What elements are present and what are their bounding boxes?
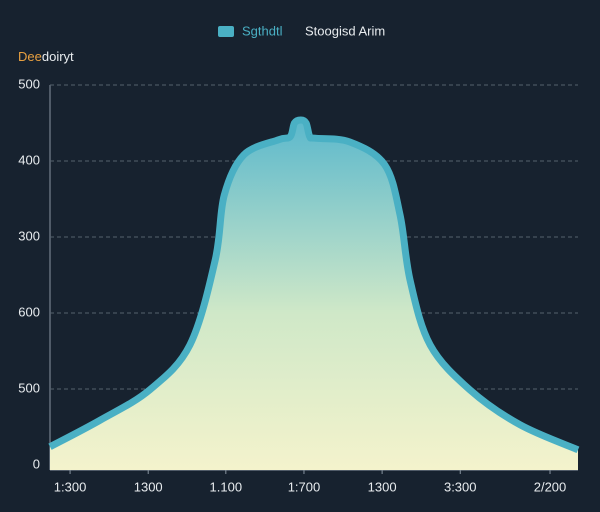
area-edge bbox=[48, 116, 580, 454]
y-tick-label: 300 bbox=[18, 228, 40, 243]
area bbox=[50, 119, 578, 471]
x-tick-label: 1300 bbox=[134, 479, 163, 494]
legend-label: Sgthdtl bbox=[242, 23, 283, 38]
y-label-rest: doiryt bbox=[42, 49, 74, 64]
y-axis-label: Deedoiryt bbox=[18, 49, 74, 64]
legend-swatch bbox=[218, 26, 234, 37]
y-label-prefix: Dee bbox=[18, 49, 42, 64]
x-tick-label: 1300 bbox=[368, 479, 397, 494]
y-tick-label: 500 bbox=[18, 380, 40, 395]
x-tick-label: 2/200 bbox=[534, 479, 567, 494]
x-tick-label: 3:300 bbox=[444, 479, 477, 494]
x-tick-label: 1:700 bbox=[288, 479, 321, 494]
x-tick-label: 1:300 bbox=[54, 479, 87, 494]
y-tick-label: 600 bbox=[18, 304, 40, 319]
legend-title: Stoogisd Arim bbox=[305, 23, 385, 38]
y-tick-label: 0 bbox=[33, 456, 40, 471]
y-tick-label: 500 bbox=[18, 76, 40, 91]
x-tick-label: 1.100 bbox=[210, 479, 243, 494]
y-tick-label: 400 bbox=[18, 152, 40, 167]
